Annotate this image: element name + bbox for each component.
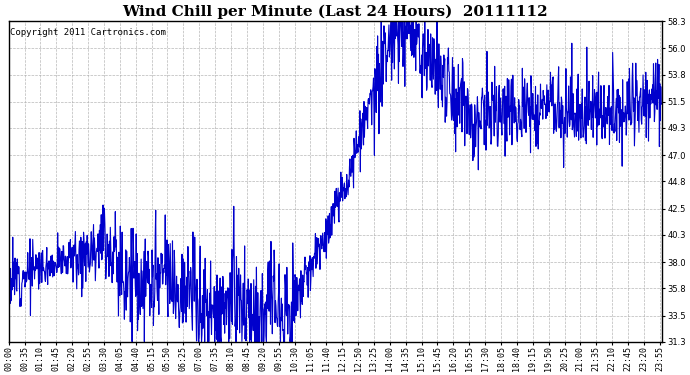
Title: Wind Chill per Minute (Last 24 Hours)  20111112: Wind Chill per Minute (Last 24 Hours) 20… [122,4,548,18]
Text: Copyright 2011 Cartronics.com: Copyright 2011 Cartronics.com [10,27,166,36]
